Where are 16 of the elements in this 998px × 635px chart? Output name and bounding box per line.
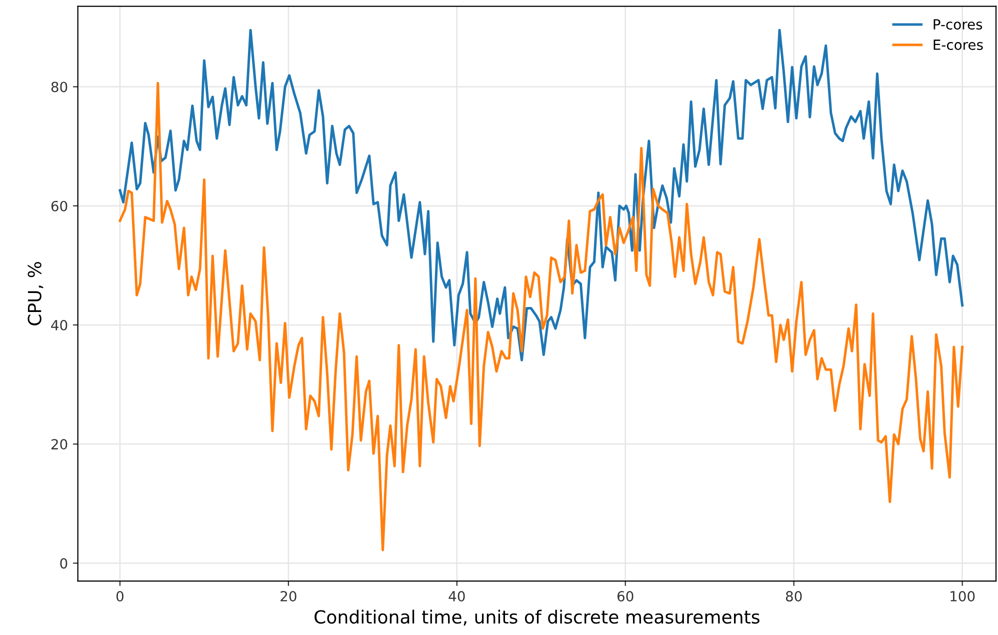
y-tick-label: 0 [60, 558, 68, 569]
x-tick-label: 80 [786, 590, 802, 602]
y-tick-label: 80 [51, 82, 68, 92]
x-tick-label: 20 [280, 590, 296, 602]
x-tick-label: 60 [618, 590, 634, 602]
x-tick-label: 0 [116, 590, 124, 602]
x-tick-label: 40 [448, 590, 465, 602]
y-tick-label: 20 [51, 439, 68, 450]
line-series [118, 82, 964, 552]
x-tick-label: 100 [950, 590, 975, 602]
legend-label: P-cores [934, 19, 982, 30]
y-tick-label: 60 [51, 200, 68, 212]
legend-label: E-cores [934, 40, 983, 50]
y-axis-title: CPU, % [28, 262, 44, 326]
y-tick-label: 40 [51, 320, 68, 330]
x-axis-title: Conditional time, units of discrete measurements [314, 610, 760, 626]
